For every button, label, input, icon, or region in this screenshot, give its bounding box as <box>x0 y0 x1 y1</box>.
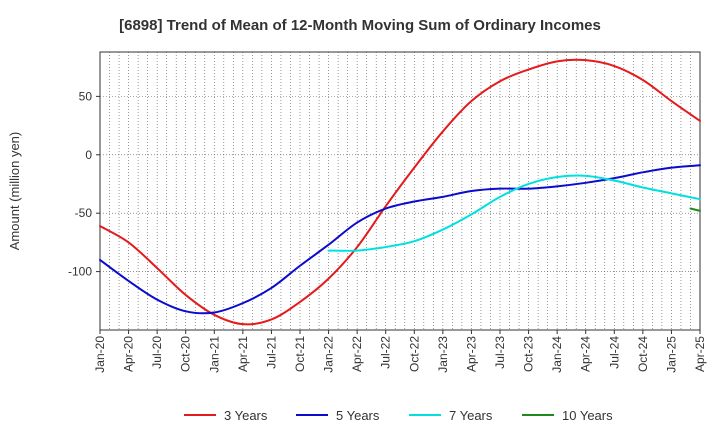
series-line-7-years <box>327 174 701 252</box>
x-tick-label: Apr-25 <box>693 336 707 372</box>
x-tick-label: Jul-24 <box>607 336 621 369</box>
x-tick-label: Jul-20 <box>150 336 164 369</box>
legend-label-5-years: 5 Years <box>336 408 380 423</box>
series-line-5-years <box>99 164 701 315</box>
y-tick-label: 50 <box>79 89 93 103</box>
x-tick-label: Jan-25 <box>664 336 678 373</box>
x-tick-label: Apr-24 <box>579 336 593 372</box>
x-tick-label: Oct-20 <box>179 336 193 372</box>
x-tick-label: Jan-20 <box>93 336 107 373</box>
x-tick-label: Jan-21 <box>207 336 221 373</box>
x-tick-label: Oct-24 <box>636 336 650 372</box>
y-axis-label: Amount (million yen) <box>7 132 22 251</box>
chart-title: [6898] Trend of Mean of 12-Month Moving … <box>119 17 601 34</box>
x-tick-label: Jul-21 <box>264 336 278 369</box>
series-line-10-years <box>689 207 701 212</box>
plot-area <box>99 51 701 331</box>
series-line-3-years <box>99 58 701 326</box>
x-tick-label: Apr-22 <box>350 336 364 372</box>
x-tick-label: Oct-21 <box>293 336 307 372</box>
y-tick-label: -50 <box>75 206 93 220</box>
series-group <box>99 58 701 326</box>
x-tick-label: Apr-21 <box>236 336 250 372</box>
y-tick-label: 0 <box>85 148 92 162</box>
legend-label-3-years: 3 Years <box>224 408 268 423</box>
x-axis-ticks: Jan-20 Apr-20 Jul-20 Oct-20 Jan-21 Apr-21 Jul-… <box>93 330 707 373</box>
x-tick-label: Oct-22 <box>407 336 421 372</box>
x-tick-label: Jan-22 <box>322 336 336 373</box>
x-tick-label: Jul-22 <box>379 336 393 369</box>
legend-label-7-years: 7 Years <box>449 408 493 423</box>
legend-label-10-years: 10 Years <box>562 408 613 423</box>
legend: 3 Years 5 Years 7 Years 10 Years <box>184 408 613 423</box>
y-tick-label: -100 <box>68 265 92 279</box>
x-tick-label: Apr-20 <box>122 336 136 372</box>
x-tick-label: Jul-23 <box>493 336 507 369</box>
x-tick-label: Apr-23 <box>464 336 478 372</box>
x-tick-label: Jan-23 <box>436 336 450 373</box>
y-axis-ticks: 50 0 -50 -100 <box>68 89 100 279</box>
x-tick-label: Jan-24 <box>550 336 564 373</box>
x-tick-label: Oct-23 <box>522 336 536 372</box>
